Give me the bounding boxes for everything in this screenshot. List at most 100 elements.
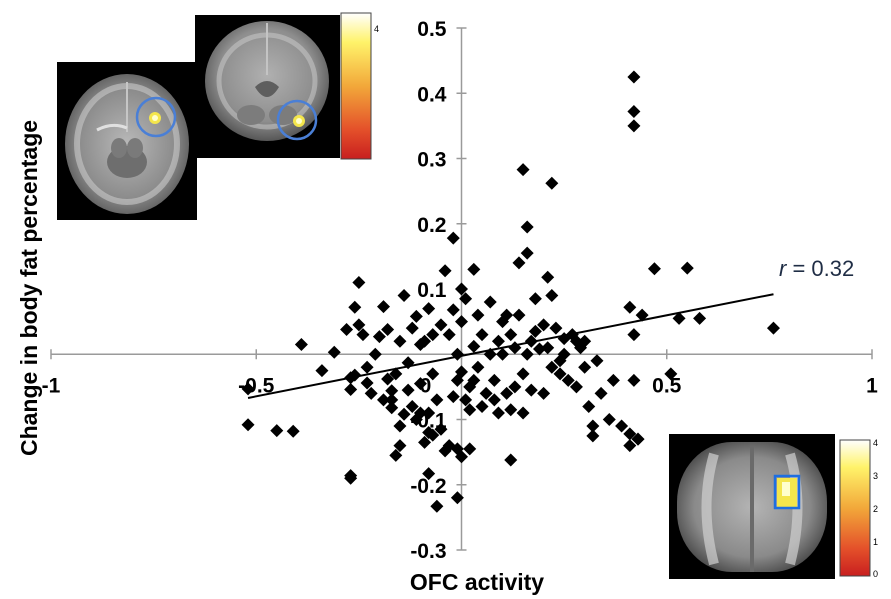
data-point (606, 373, 620, 387)
data-point (545, 289, 559, 303)
x-tick-labels: -1 -0.5 0 0.5 1 (42, 374, 879, 397)
data-point (377, 393, 391, 407)
data-point (487, 373, 501, 387)
data-point (623, 300, 637, 314)
data-point (241, 382, 255, 396)
correlation-value: = 0.32 (786, 256, 854, 281)
data-point (541, 270, 555, 284)
data-point (455, 365, 468, 379)
correlation-var: r (779, 256, 788, 281)
data-point (352, 275, 366, 289)
regression-line (247, 293, 774, 399)
data-point (446, 303, 460, 317)
data-point (545, 176, 559, 190)
data-point (385, 401, 399, 415)
data-point (455, 315, 468, 329)
data-point (438, 264, 452, 278)
data-point (520, 246, 534, 260)
data-point (537, 318, 551, 332)
data-point (537, 386, 551, 400)
data-point (594, 386, 608, 400)
data-point (627, 373, 641, 387)
data-point (512, 308, 526, 322)
data-point (241, 418, 255, 432)
brain-frontal-scan-icon (677, 442, 827, 572)
data-point (430, 393, 444, 407)
data-point (545, 360, 559, 374)
data-point (459, 393, 473, 407)
data-point (393, 419, 407, 433)
data-point (483, 295, 497, 309)
data-point (467, 373, 481, 387)
data-point (397, 407, 411, 421)
data-point (286, 424, 300, 438)
data-point (463, 442, 477, 456)
data-point (413, 406, 427, 420)
data-point (586, 419, 600, 433)
data-point (586, 429, 600, 443)
data-point (475, 399, 489, 413)
data-point (766, 321, 780, 335)
data-point (623, 427, 637, 441)
data-point (627, 70, 641, 84)
data-point (569, 380, 583, 394)
data-point (491, 334, 505, 348)
data-point (664, 367, 678, 381)
data-point (504, 328, 518, 342)
data-point (356, 328, 370, 342)
frontal-colorbar-label-1: 3 (873, 471, 878, 481)
y-tick-label: -0.3 (410, 540, 446, 563)
data-point (372, 330, 386, 344)
frontal-colorbar-label-2: 2 (873, 504, 878, 514)
data-point (504, 453, 518, 467)
data-point (270, 424, 284, 438)
data-point (426, 367, 440, 381)
data-point (405, 399, 419, 413)
data-point (672, 311, 686, 325)
x-tick-label: 1 (866, 374, 878, 397)
data-point (471, 360, 485, 374)
frontal-colorbar: 4 3 2 1 0 (839, 438, 878, 579)
data-point (504, 403, 518, 417)
data-point (360, 376, 374, 390)
data-point (508, 380, 522, 394)
data-point (516, 367, 530, 381)
data-point (549, 321, 563, 335)
data-point (627, 105, 641, 119)
coronal-colorbar-label: 4 (374, 24, 379, 34)
data-point (500, 308, 514, 322)
data-point (418, 435, 432, 449)
x-tick-label: 0 (420, 374, 432, 397)
data-point (381, 322, 395, 336)
correlation-annotation: r = 0.32 (779, 256, 854, 281)
data-point (487, 393, 501, 407)
data-point (344, 382, 358, 396)
data-point (364, 386, 378, 400)
data-point (491, 406, 505, 420)
y-tick-label: -0.2 (410, 475, 446, 498)
brain-coronal-scan-icon (205, 21, 329, 141)
data-point (528, 292, 542, 306)
data-point (553, 367, 567, 381)
data-point (569, 334, 583, 348)
data-point (422, 406, 436, 420)
data-point (647, 262, 661, 276)
data-point (578, 334, 592, 348)
data-point (623, 439, 637, 453)
data-point (393, 334, 407, 348)
data-point (344, 471, 358, 485)
data-point (516, 406, 530, 420)
data-point (294, 337, 308, 351)
y-tick-label: 0.2 (417, 214, 446, 237)
data-point (450, 491, 464, 505)
y-axis-title: Change in body fat percentage (16, 120, 42, 456)
data-point (520, 347, 534, 361)
data-point (405, 321, 419, 335)
x-tick-label: 0.5 (652, 374, 682, 397)
data-point (467, 339, 481, 353)
data-point (409, 309, 423, 323)
data-point (446, 231, 460, 245)
frontal-brain-inset (669, 434, 835, 579)
data-point (578, 360, 592, 374)
